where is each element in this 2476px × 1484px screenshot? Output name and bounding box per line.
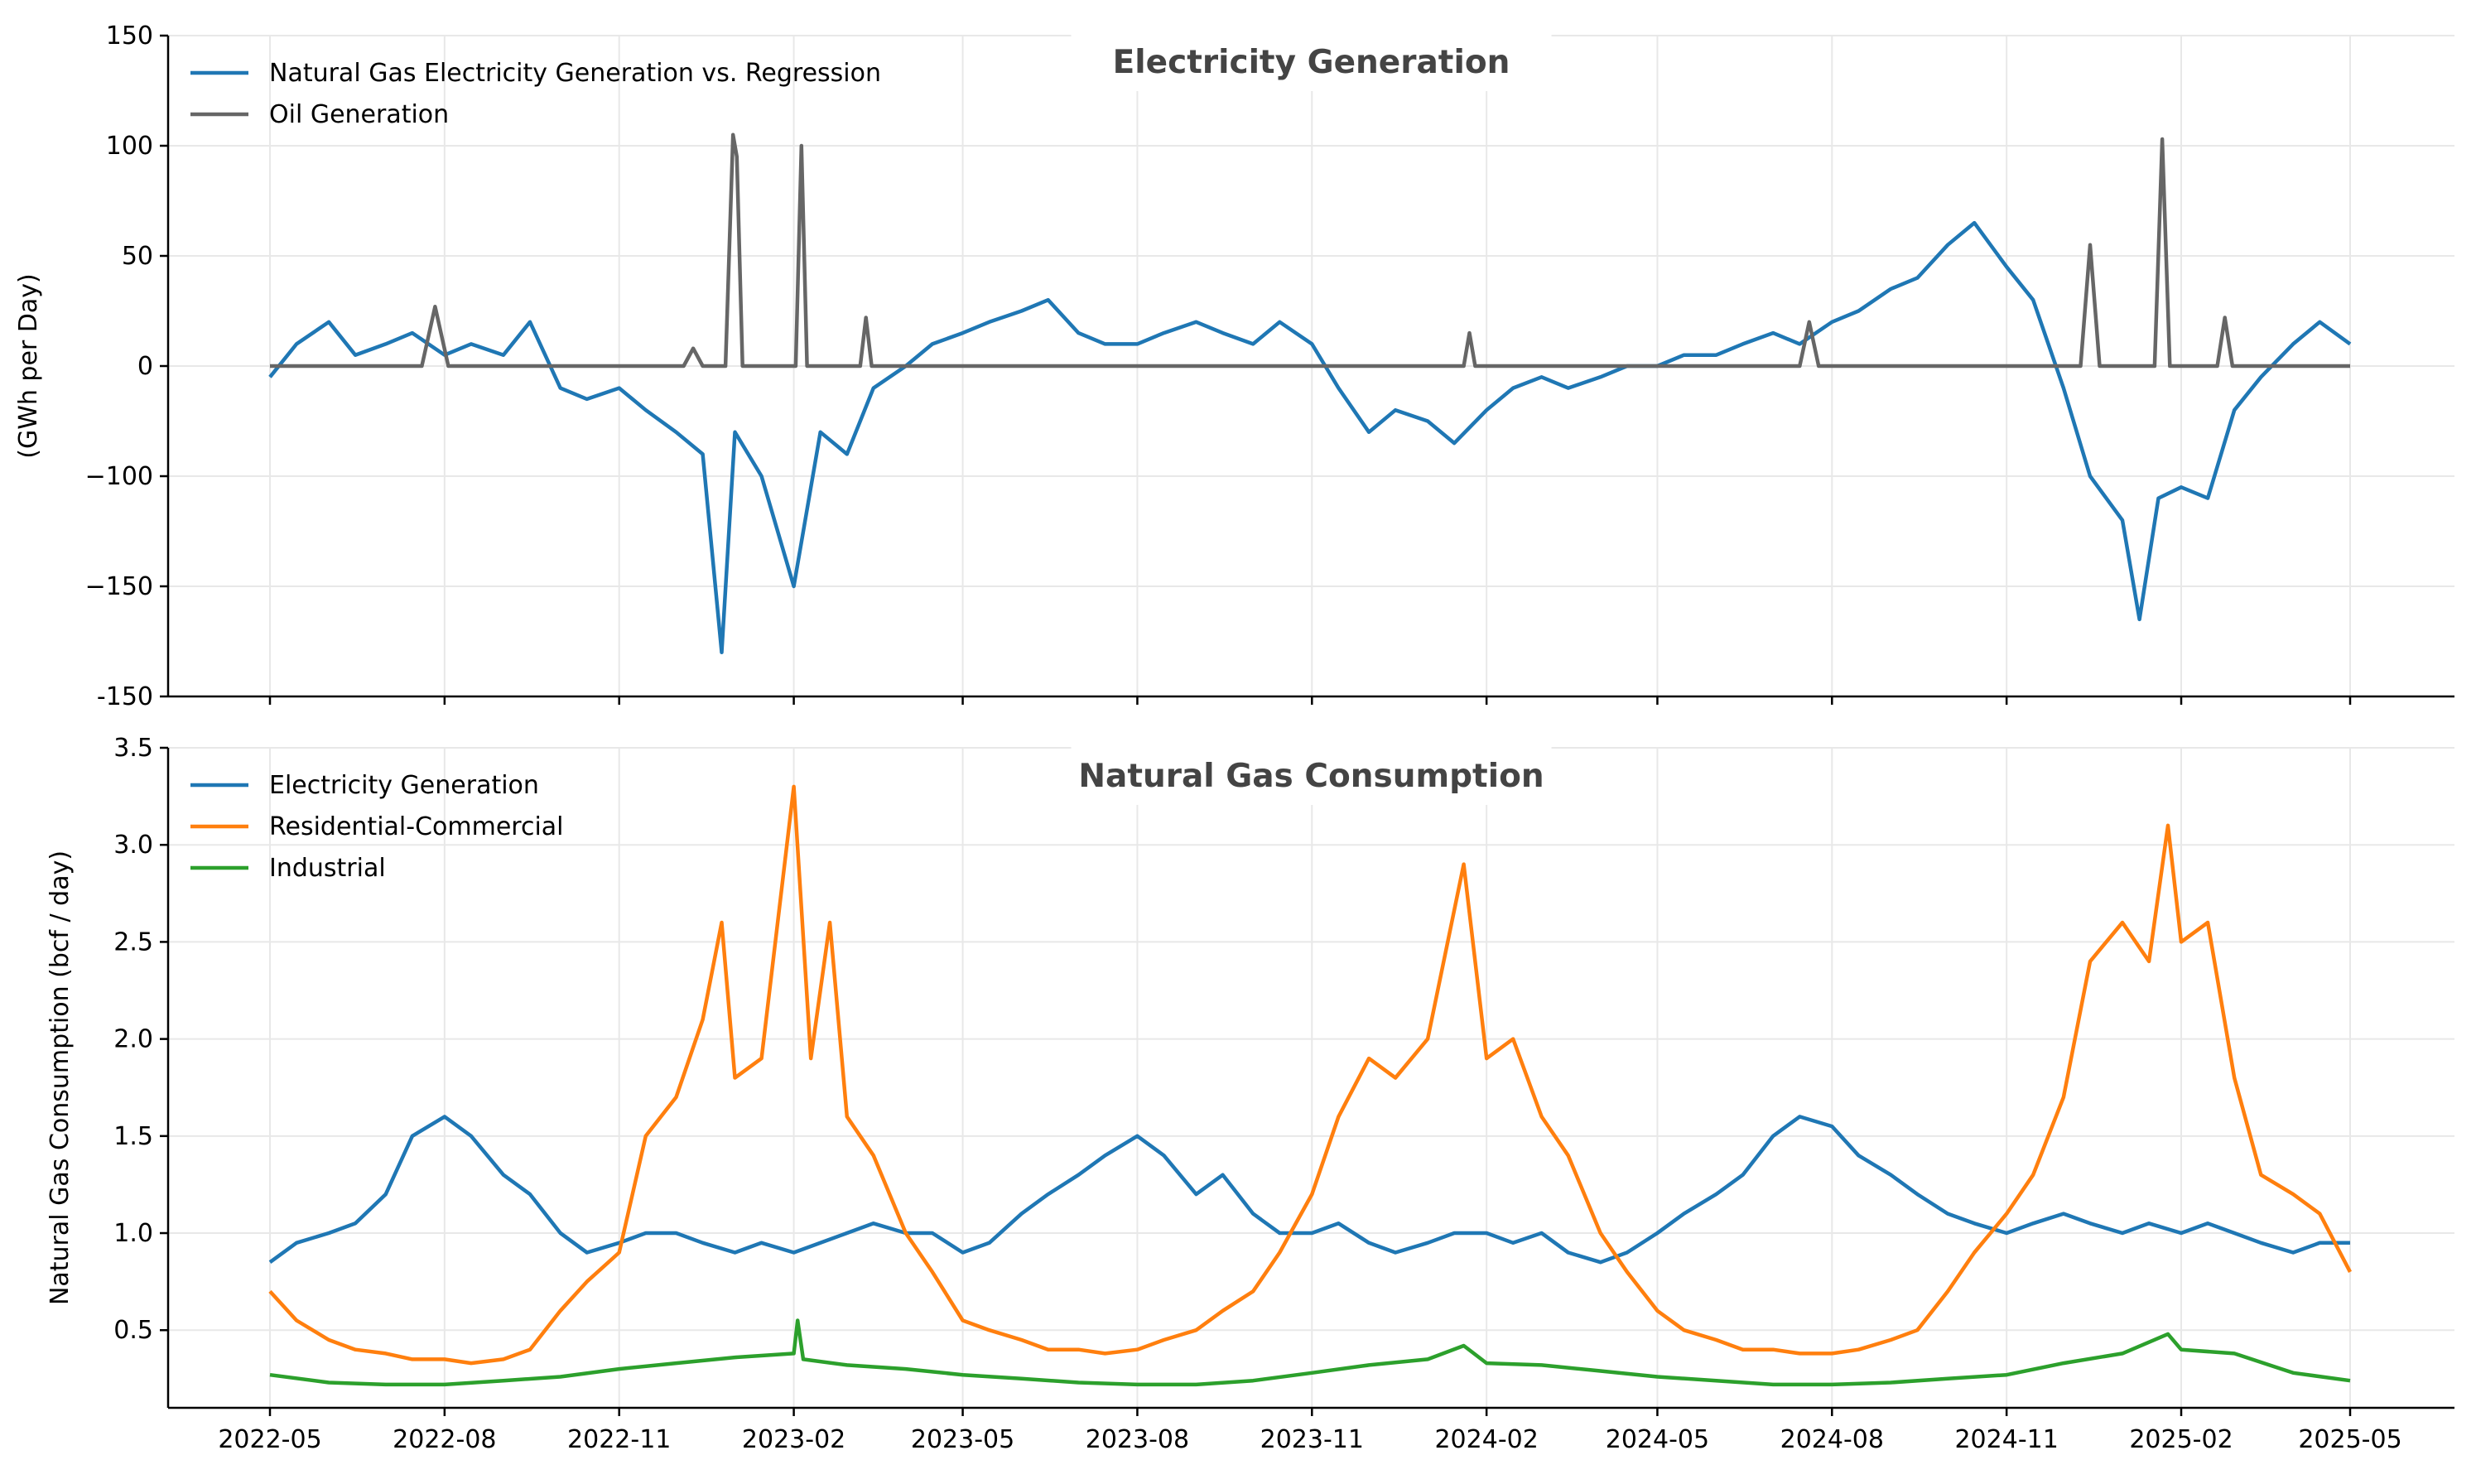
series-layer [268, 784, 2352, 1387]
x-tick-label: 2022-08 [393, 1425, 496, 1454]
y-tick-label: −150 [85, 572, 153, 601]
legend-label: Natural Gas Electricity Generation vs. R… [269, 59, 881, 88]
electricity-generation-panel: 150 100 50 0 −100 −150 -150 Natural Gas Electr… [14, 22, 2454, 711]
natural-gas-consumption-panel: 0.5 1.0 1.5 2.0 2.5 3.0 3.5 2022-05 2022-08 2022-… [46, 734, 2454, 1454]
x-tick-label: 2023-08 [1086, 1425, 1189, 1454]
panel-title: Electricity Generation [1113, 44, 1510, 81]
x-tick-label: 2024-02 [1434, 1425, 1538, 1454]
y-tick-label: 2.5 [113, 928, 153, 956]
y-tick-label: 1.5 [113, 1122, 153, 1151]
y-axis-label: Natural Gas Consumption (bcf / day) [46, 850, 75, 1305]
y-tick-label: 3.0 [113, 831, 153, 860]
y-tick-label: 50 [122, 242, 153, 271]
x-tick-label: 2022-05 [218, 1425, 321, 1454]
title-background [1071, 747, 1552, 805]
series-line [269, 1318, 2351, 1387]
legend-label: Electricity Generation [269, 771, 539, 800]
y-axis-label: (GWh per Day) [14, 273, 43, 458]
x-tick-label: 2023-02 [742, 1425, 845, 1454]
y-tick-label: 0.5 [113, 1316, 153, 1345]
y-tick-label: -150 [97, 682, 153, 711]
axes-layer: 0.5 1.0 1.5 2.0 2.5 3.0 3.5 2022-05 2022-08 2022-… [113, 734, 2454, 1454]
y-tick-label: −100 [85, 462, 153, 491]
x-tick-label: 2024-08 [1780, 1425, 1884, 1454]
x-tick-label: 2024-05 [1606, 1425, 1709, 1454]
y-tick-label: 2.0 [113, 1025, 153, 1054]
x-tick-label: 2025-02 [2129, 1425, 2233, 1454]
series-layer [268, 132, 2352, 655]
legend-label: Oil Generation [269, 100, 449, 129]
x-tick-label: 2023-05 [911, 1425, 1014, 1454]
legend: Natural Gas Electricity Generation vs. R… [190, 59, 881, 129]
axes-layer: 150 100 50 0 −100 −150 -150 [85, 22, 2454, 711]
series-line [268, 1115, 2350, 1265]
series-line [268, 220, 2352, 655]
y-tick-label: 100 [106, 132, 153, 161]
title-background [1071, 33, 1552, 91]
series-line [268, 784, 2352, 1366]
legend: Electricity Generation Residential-Commer… [190, 771, 564, 883]
x-tick-label: 2024-11 [1954, 1425, 2058, 1454]
x-tick-label: 2023-11 [1260, 1425, 1364, 1454]
legend-label: Industrial [269, 854, 386, 883]
panel-title: Natural Gas Consumption [1078, 758, 1544, 795]
grid-lines [168, 747, 2454, 1408]
y-tick-label: 150 [106, 22, 153, 51]
x-tick-label: 2022-11 [567, 1425, 671, 1454]
series-line [270, 132, 2350, 369]
y-tick-label: 3.5 [113, 734, 153, 763]
y-tick-label: 0 [137, 352, 153, 381]
x-tick-label: 2025-05 [2298, 1425, 2401, 1454]
legend-label: Residential-Commercial [269, 812, 564, 841]
y-tick-label: 1.0 [113, 1219, 153, 1248]
